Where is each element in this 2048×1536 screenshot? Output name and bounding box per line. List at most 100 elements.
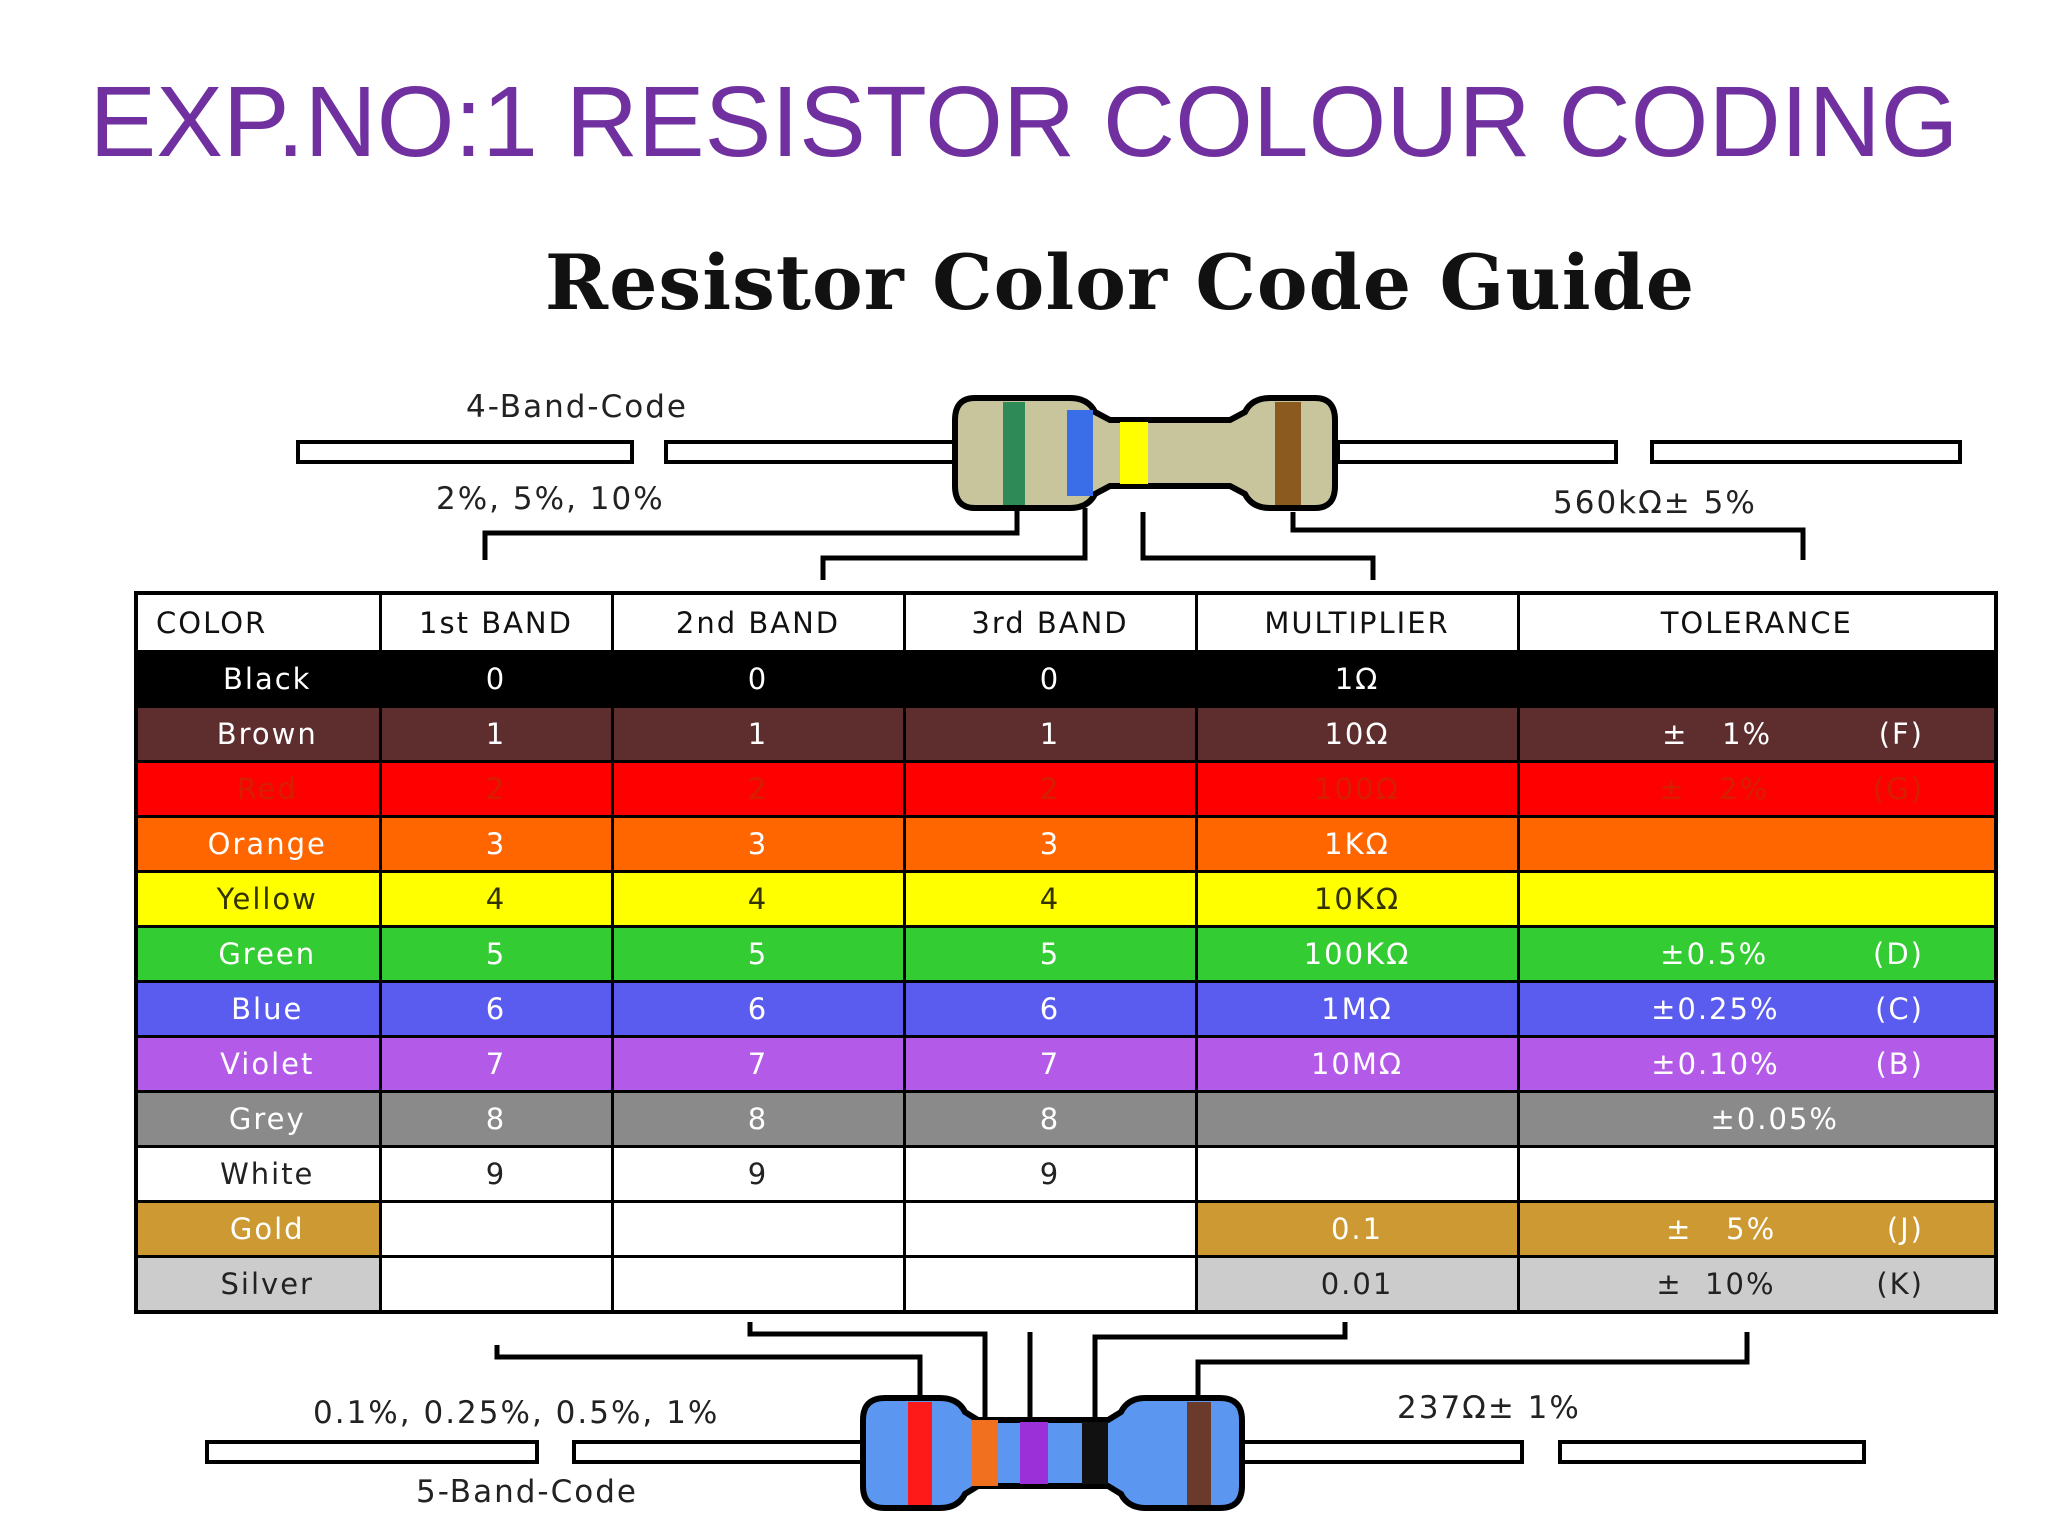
band-1-cell: 8	[378, 1090, 614, 1148]
table-row: Blue 6 6 6 1MΩ (C) ±0.25%	[134, 980, 1998, 1038]
multiplier-cell: 1Ω	[1194, 650, 1520, 708]
color-name-cell: Violet	[134, 1035, 382, 1093]
guide-title: Resistor Color Code Guide	[544, 238, 1696, 327]
header-tolerance: TOLERANCE	[1516, 591, 1998, 653]
multiplier-cell: 10KΩ	[1194, 870, 1520, 928]
color-name-cell: Black	[134, 650, 382, 708]
four-band-stripe-2	[1067, 410, 1093, 496]
band-1-cell: 0	[378, 650, 614, 708]
five-band-stripe-3	[1020, 1422, 1048, 1484]
multiplier-cell: 1KΩ	[1194, 815, 1520, 873]
five-band-example-value: 237Ω± 1%	[1397, 1390, 1581, 1426]
table-row: Black 0 0 0 1Ω	[134, 650, 1998, 708]
table-row: Brown 1 1 1 10Ω (F) ± 1%	[134, 705, 1998, 763]
tolerance-cell: (C) ±0.25%	[1516, 980, 1998, 1038]
color-name-cell: Silver	[134, 1255, 382, 1314]
multiplier-cell: 10Ω	[1194, 705, 1520, 763]
four-band-label: 4-Band-Code	[466, 389, 688, 425]
band-2-cell	[610, 1200, 906, 1258]
color-name-cell: Grey	[134, 1090, 382, 1148]
band-1-cell	[378, 1200, 614, 1258]
five-band-right-bar-1	[1224, 1440, 1524, 1464]
tolerance-cell: (D) ±0.5%	[1516, 925, 1998, 983]
color-code-table: COLOR 1st BAND 2nd BAND 3rd BAND MULTIPL…	[134, 591, 1998, 1314]
header-2nd-band: 2nd BAND	[610, 591, 906, 653]
band-1-cell: 7	[378, 1035, 614, 1093]
tolerance-cell: (J) ± 5%	[1516, 1200, 1998, 1258]
color-name-cell: Brown	[134, 705, 382, 763]
color-name-cell: Orange	[134, 815, 382, 873]
tolerance-cell	[1516, 815, 1998, 873]
four-band-right-bar-2	[1650, 440, 1962, 464]
band-3-cell: 2	[902, 760, 1198, 818]
five-band-resistor-body	[860, 1395, 1245, 1511]
band-3-cell: 5	[902, 925, 1198, 983]
band-1-cell	[378, 1255, 614, 1314]
band-2-cell: 8	[610, 1090, 906, 1148]
header-multiplier: MULTIPLIER	[1194, 591, 1520, 653]
band-2-cell: 4	[610, 870, 906, 928]
band-3-cell: 8	[902, 1090, 1198, 1148]
band-1-cell: 1	[378, 705, 614, 763]
color-name-cell: Gold	[134, 1200, 382, 1258]
band-3-cell: 9	[902, 1145, 1198, 1203]
band-1-cell: 5	[378, 925, 614, 983]
five-band-stripe-5	[1187, 1402, 1211, 1505]
band-3-cell: 4	[902, 870, 1198, 928]
tolerance-value: ± 2%	[1659, 772, 1770, 806]
band-3-cell: 0	[902, 650, 1198, 708]
four-band-connectors	[482, 505, 1806, 580]
tolerance-code: (C)	[1875, 992, 1924, 1026]
tolerance-value: ± 5%	[1666, 1212, 1777, 1246]
band-1-cell: 2	[378, 760, 614, 818]
color-name-cell: Red	[134, 760, 382, 818]
tolerance-cell: (F) ± 1%	[1516, 705, 1998, 763]
tolerance-cell	[1516, 870, 1998, 928]
band-2-cell	[610, 1255, 906, 1314]
tolerance-code: (J)	[1886, 1212, 1924, 1246]
multiplier-cell: 0.01	[1194, 1255, 1520, 1314]
color-name-cell: White	[134, 1145, 382, 1203]
tolerance-value: ± 10%	[1656, 1267, 1776, 1301]
four-band-stripe-3	[1120, 422, 1148, 484]
table-row: Silver 0.01 (K) ± 10%	[134, 1255, 1998, 1314]
multiplier-cell	[1194, 1090, 1520, 1148]
five-band-left-bar-2	[572, 1440, 870, 1464]
tolerance-code: (B)	[1875, 1047, 1924, 1081]
table-row: Grey 8 8 8 ±0.05%	[134, 1090, 1998, 1148]
table-row: Red 2 2 2 100Ω (G) ± 2%	[134, 760, 1998, 818]
multiplier-cell: 100KΩ	[1194, 925, 1520, 983]
band-3-cell: 1	[902, 705, 1198, 763]
five-band-label: 5-Band-Code	[416, 1474, 638, 1510]
tolerance-code: (D)	[1873, 937, 1924, 971]
four-band-example-value: 560kΩ± 5%	[1553, 485, 1757, 521]
tolerance-value: ±0.10%	[1651, 1047, 1780, 1081]
header-color: COLOR	[134, 591, 382, 653]
tolerance-cell: ±0.05%	[1516, 1090, 1998, 1148]
tolerance-cell: (G) ± 2%	[1516, 760, 1998, 818]
band-1-cell: 6	[378, 980, 614, 1038]
band-1-cell: 4	[378, 870, 614, 928]
tolerance-code: (K)	[1876, 1267, 1924, 1301]
tolerance-cell	[1516, 1145, 1998, 1203]
color-name-cell: Yellow	[134, 870, 382, 928]
band-2-cell: 7	[610, 1035, 906, 1093]
tolerance-value: ±0.5%	[1660, 937, 1769, 971]
four-band-stripe-4	[1275, 402, 1301, 505]
band-1-cell: 9	[378, 1145, 614, 1203]
band-2-cell: 2	[610, 760, 906, 818]
table-row: Yellow 4 4 4 10KΩ	[134, 870, 1998, 928]
table-header-row: COLOR 1st BAND 2nd BAND 3rd BAND MULTIPL…	[134, 591, 1998, 653]
tolerance-code: (G)	[1872, 772, 1924, 806]
band-2-cell: 9	[610, 1145, 906, 1203]
multiplier-cell	[1194, 1145, 1520, 1203]
four-band-left-bar-1	[296, 440, 634, 464]
tolerance-cell: (B) ±0.10%	[1516, 1035, 1998, 1093]
four-band-stripe-1	[1003, 402, 1025, 505]
table-row: Green 5 5 5 100KΩ (D) ±0.5%	[134, 925, 1998, 983]
band-2-cell: 0	[610, 650, 906, 708]
five-band-stripes	[908, 1402, 1211, 1505]
five-band-stripe-4	[1082, 1422, 1108, 1484]
band-3-cell: 7	[902, 1035, 1198, 1093]
